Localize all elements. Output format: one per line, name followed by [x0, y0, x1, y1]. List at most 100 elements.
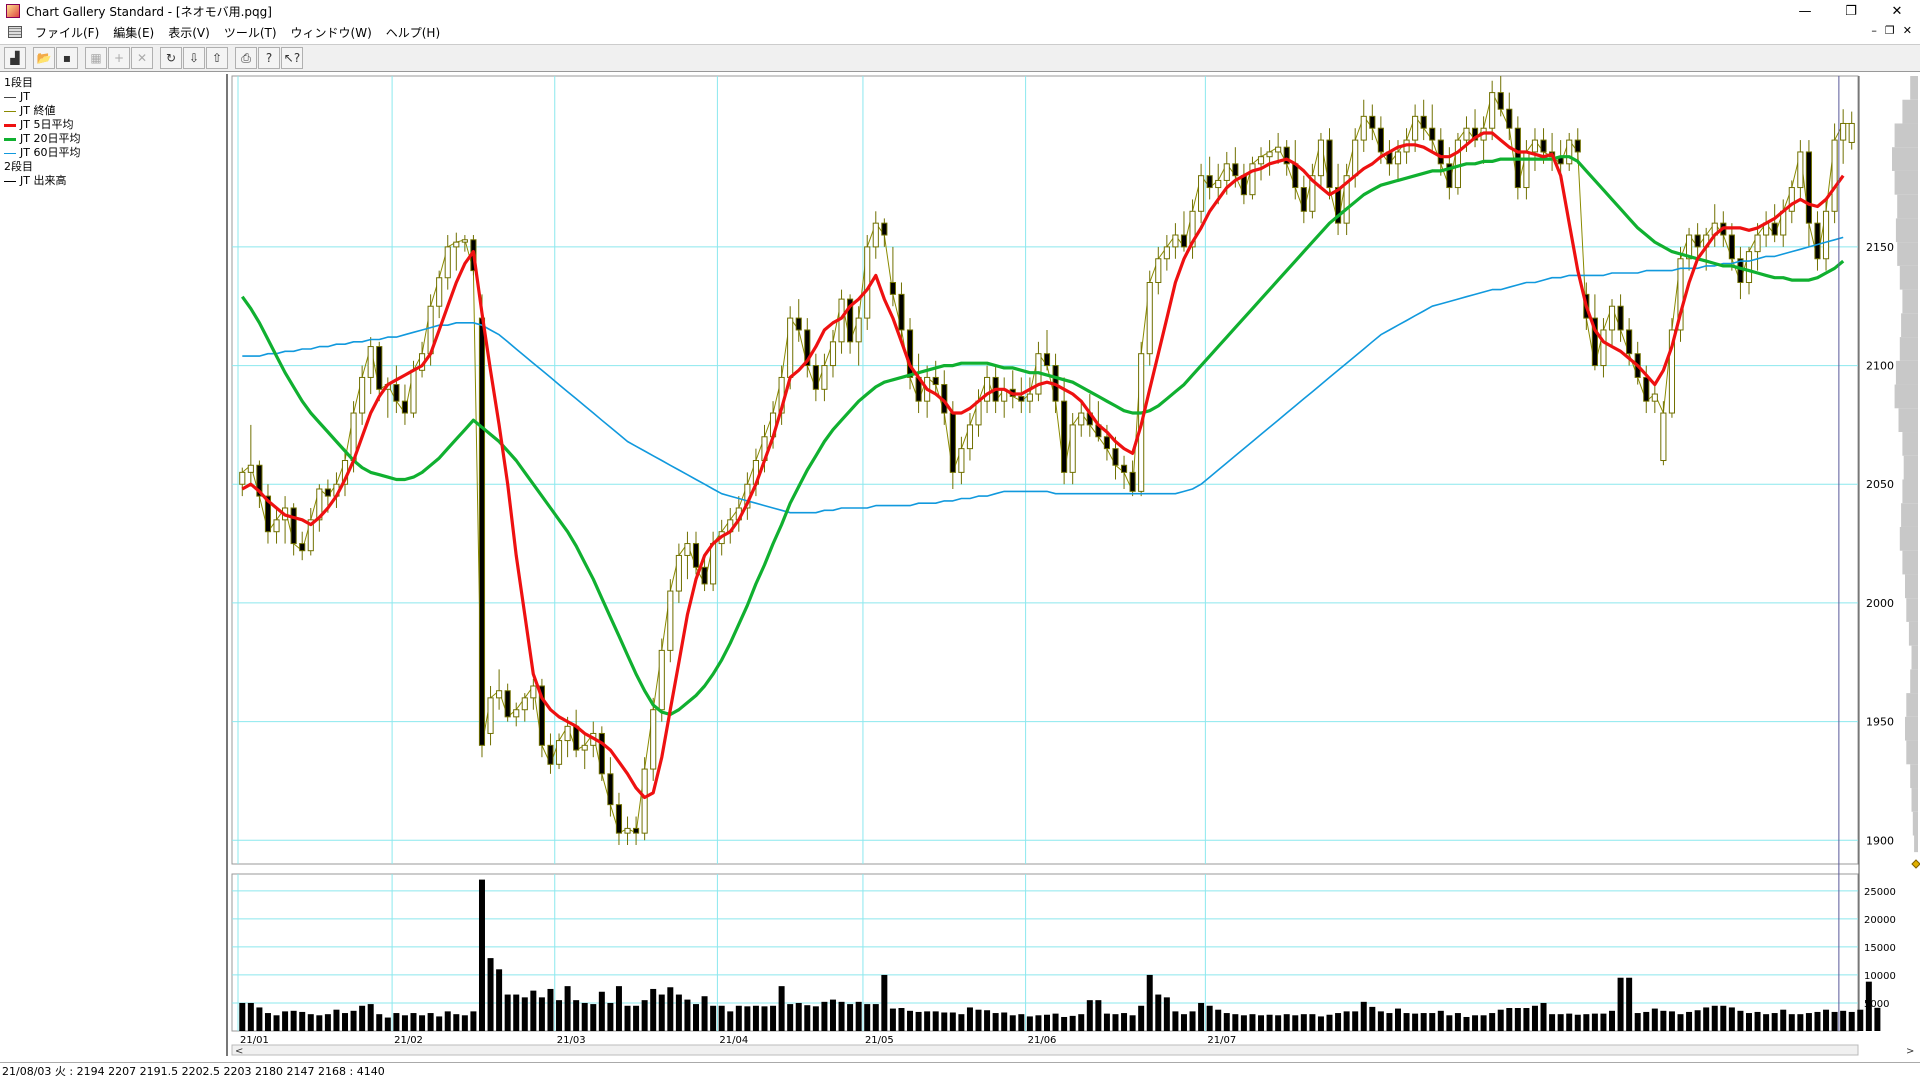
menu-help[interactable]: ヘルプ(H) [385, 25, 441, 40]
volume-bar [487, 958, 494, 1031]
volume-bar [1275, 1015, 1282, 1031]
legend-entry[interactable]: JT 5日平均 [4, 118, 222, 132]
delete-icon[interactable]: ✕ [131, 47, 153, 69]
volume-bar [384, 1017, 391, 1031]
context-help-icon[interactable]: ↖? [281, 47, 303, 69]
chart-icon[interactable]: ▟ [4, 47, 26, 69]
menu-edit[interactable]: 編集(E) [113, 25, 155, 40]
volume-bar [804, 1005, 811, 1031]
candle-down [401, 400, 409, 414]
legend-section[interactable]: 1段目 [4, 76, 222, 90]
price-distribution-bar [1911, 788, 1918, 812]
price-distribution-bar [1910, 76, 1918, 100]
candle-up [1215, 179, 1222, 189]
candle-up [1788, 187, 1795, 212]
volume-bar [547, 988, 554, 1031]
volume-bar [1078, 1014, 1085, 1031]
legend-section[interactable]: 2段目 [4, 160, 222, 174]
mdi-minimize-icon[interactable]: – [1871, 24, 1877, 37]
volume-bar [1155, 994, 1162, 1031]
volume-bar [1189, 1011, 1196, 1031]
price-distribution-bar [1910, 669, 1918, 694]
volume-bar [633, 1005, 640, 1031]
candle-down [1591, 317, 1598, 367]
candle-down [1112, 448, 1119, 466]
properties-icon[interactable]: ▦ [85, 47, 107, 69]
up-arrow-icon[interactable]: ⇧ [206, 47, 228, 69]
legend-entry[interactable]: JT 60日平均 [4, 146, 222, 160]
candle-down [1771, 222, 1778, 236]
menu-view[interactable]: 表示(V) [168, 25, 210, 40]
candle-down [1300, 187, 1307, 212]
volume-bar [1335, 1013, 1342, 1031]
stock-chart[interactable]: 1900 1950 2000 2050 2100 2150 5000 10000 15000 20… [230, 74, 1920, 1056]
candle-down [949, 412, 956, 473]
down-arrow-icon[interactable]: ⇩ [183, 47, 205, 69]
volume-bar [787, 1004, 794, 1031]
volume-bar [881, 974, 888, 1031]
volume-bar [1198, 1002, 1205, 1031]
candle-up [1566, 139, 1573, 165]
mdi-restore-icon[interactable]: ❐ [1884, 24, 1895, 37]
candle-down [932, 376, 939, 386]
close-icon[interactable]: ✕ [1891, 3, 1903, 19]
legend-panel: 1段目 JT JT 終値 JT 5日平均 JT 20日平均 JT 60日平均 2段目 JT 出… [0, 74, 228, 1056]
volume-bar [701, 996, 708, 1031]
volume-bar [1232, 1014, 1239, 1031]
volume-bar [247, 1002, 254, 1031]
add-icon[interactable]: + [108, 47, 130, 69]
save-icon[interactable]: ▪ [56, 47, 78, 69]
volume-bar [641, 1000, 648, 1031]
chart-area[interactable]: 1900 1950 2000 2050 2100 2150 5000 10000 15000 20… [230, 74, 1920, 1056]
mdi-close-icon[interactable]: ✕ [1902, 24, 1912, 37]
refresh-icon[interactable]: ↻ [160, 47, 182, 69]
volume-bar [461, 1015, 468, 1031]
window-controls: — ❐ ✕ [1782, 0, 1920, 22]
candle-down [547, 744, 554, 765]
legend-entry[interactable]: JT [4, 90, 222, 104]
candle-down [1540, 139, 1547, 153]
menu-tools[interactable]: ツール(T) [223, 25, 277, 40]
candle-down [1180, 234, 1188, 248]
date-tick-label: 21/05 [865, 1035, 894, 1046]
volume-bar [1317, 1016, 1324, 1031]
volume-bar [1660, 1010, 1667, 1031]
legend-entry[interactable]: JT 20日平均 [4, 132, 222, 146]
price-distribution-bar [1897, 194, 1918, 219]
volume-bar [1497, 1009, 1504, 1031]
current-price-marker [1911, 859, 1920, 869]
scroll-right-icon: > [1906, 1046, 1914, 1056]
candle-down [1043, 353, 1051, 367]
volume-bar [573, 1000, 580, 1031]
volume-bar [1420, 1013, 1427, 1031]
candle-down [812, 365, 819, 390]
candle-up [864, 246, 871, 319]
price-distribution-bar [1899, 337, 1918, 361]
volume-bar [590, 1004, 597, 1031]
help-icon[interactable]: ? [258, 47, 280, 69]
ma5-line [241, 131, 1845, 800]
minimize-icon[interactable]: — [1798, 3, 1812, 19]
volume-bar [1720, 1005, 1727, 1031]
horizontal-scrollbar[interactable] [231, 1044, 1859, 1056]
candle-down [847, 298, 854, 343]
open-folder-icon[interactable]: 📂 [33, 47, 55, 69]
legend-entry[interactable]: JT 終値 [4, 104, 222, 118]
candle-down [256, 464, 263, 497]
volume-bar [1095, 1000, 1102, 1031]
legend-entry[interactable]: JT 出来高 [4, 174, 222, 188]
price-distribution-bar [1894, 123, 1918, 148]
price-distribution-bar [1903, 455, 1918, 480]
menu-window[interactable]: ウィンドウ(W) [290, 25, 372, 40]
volume-bar [1591, 1013, 1598, 1031]
document-icon[interactable] [8, 26, 22, 38]
candle-up [821, 365, 828, 390]
candle-up [1668, 329, 1676, 414]
restore-icon[interactable]: ❐ [1845, 3, 1857, 19]
candle-down [804, 329, 811, 367]
print-icon[interactable]: ⎙ [235, 47, 257, 69]
candle-down [795, 317, 802, 331]
price-tick-label: 1900 [1866, 834, 1894, 847]
volume-bar [1300, 1014, 1307, 1031]
menu-file[interactable]: ファイル(F) [35, 25, 100, 40]
